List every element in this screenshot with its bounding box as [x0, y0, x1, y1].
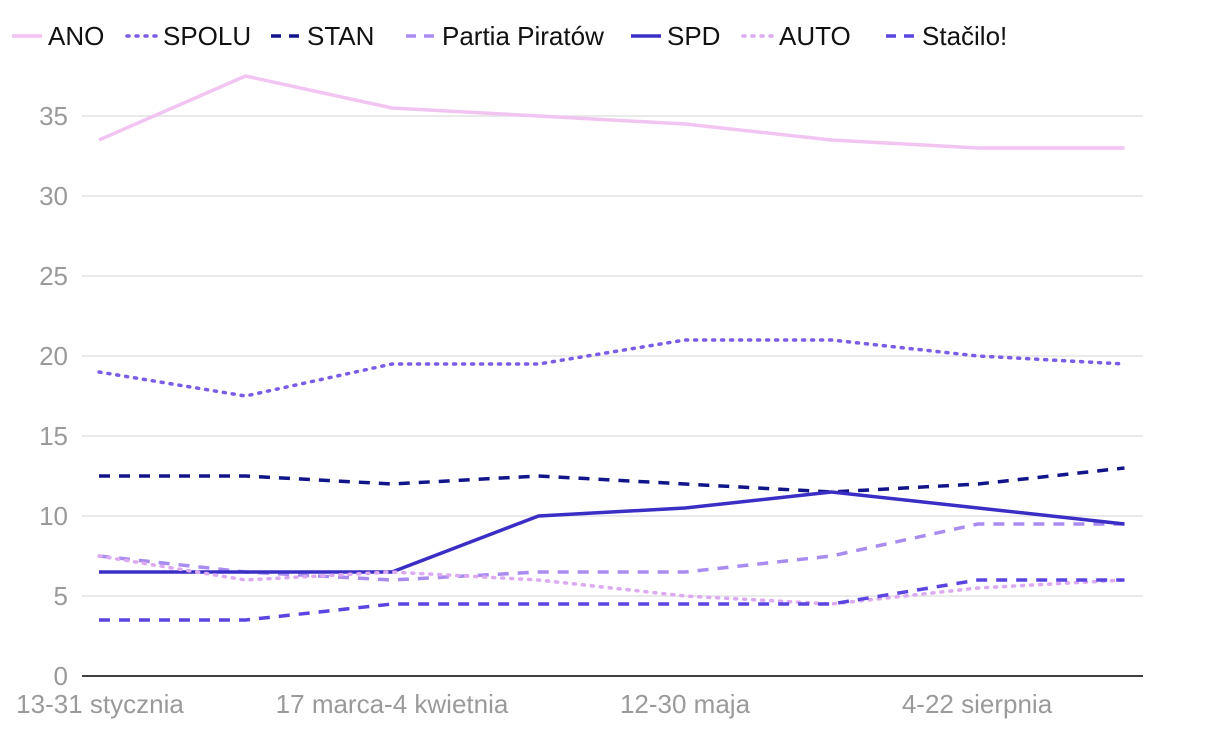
legend-label: Stačilo! — [922, 21, 1007, 51]
x-tick-label: 4-22 sierpnia — [902, 689, 1053, 719]
legend-label: Partia Piratów — [442, 21, 604, 51]
y-tick-label: 20 — [39, 341, 68, 371]
legend-label: AUTO — [779, 21, 851, 51]
series-line-ano — [98, 74, 1125, 150]
y-tick-label: 5 — [54, 581, 68, 611]
series-line-spolu — [97, 338, 1127, 398]
series-line-stacilo — [99, 578, 1125, 622]
legend-item-spolu: SPOLU — [125, 21, 251, 51]
x-tick-label: 17 marca-4 kwietnia — [276, 689, 509, 719]
legend-label: STAN — [307, 21, 374, 51]
series-line-auto — [97, 554, 1127, 606]
legend-label: SPD — [667, 21, 720, 51]
legend-label: SPOLU — [163, 21, 251, 51]
series-line-stan — [99, 466, 1125, 494]
series-lines — [97, 74, 1127, 622]
y-tick-label: 0 — [54, 661, 68, 691]
y-tick-label: 25 — [39, 261, 68, 291]
legend-item-auto: AUTO — [741, 21, 851, 51]
legend-item-spd: SPD — [631, 21, 720, 51]
series-line-spd — [99, 490, 1125, 574]
y-tick-label: 10 — [39, 501, 68, 531]
x-tick-label: 12-30 maja — [620, 689, 751, 719]
legend-item-ano: ANO — [12, 21, 104, 51]
legend-item-partia-piratow: Partia Piratów — [406, 21, 604, 51]
x-axis-ticks: 13-31 stycznia 17 marca-4 kwietnia 12-30 m… — [16, 689, 1053, 719]
gridlines — [82, 115, 1143, 597]
legend-item-stacilo: Stačilo! — [886, 21, 1007, 51]
legend-item-stan: STAN — [271, 21, 374, 51]
x-tick-label: 13-31 stycznia — [16, 689, 184, 719]
y-axis-ticks: 0 5 10 15 20 25 30 35 — [39, 101, 68, 691]
y-tick-label: 35 — [39, 101, 68, 131]
legend-label: ANO — [48, 21, 104, 51]
y-tick-label: 15 — [39, 421, 68, 451]
legend: ANO SPOLU STAN Partia Piratów SPD AUTO Stačilo… — [12, 21, 1007, 51]
y-tick-label: 30 — [39, 181, 68, 211]
